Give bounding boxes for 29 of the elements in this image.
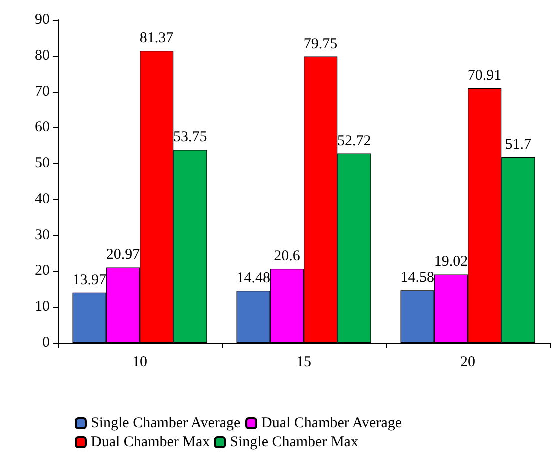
data-label: 13.97 — [72, 272, 107, 288]
data-label: 52.72 — [338, 133, 372, 150]
x-tick-label: 10 — [132, 354, 148, 370]
y-tick-label: 0 — [42, 335, 50, 351]
legend-label: Dual Chamber Average — [262, 416, 402, 432]
data-label: 14.58 — [400, 270, 434, 286]
y-tick-label: 80 — [35, 48, 50, 64]
x-tick-label: 20 — [460, 354, 476, 370]
x-tick-label: 15 — [296, 354, 312, 370]
data-label: 20.6 — [274, 248, 301, 265]
data-label: 53.75 — [174, 130, 208, 146]
data-label: 51.7 — [505, 136, 532, 153]
y-tick-label: 60 — [35, 120, 50, 136]
data-label: 79.75 — [304, 36, 338, 52]
y-tick-label: 30 — [35, 227, 50, 244]
y-tick-label: 50 — [35, 156, 50, 172]
y-tick-label: 10 — [35, 299, 50, 316]
data-label: 19.02 — [434, 254, 468, 270]
data-label: 70.91 — [468, 68, 502, 84]
legend-label: Single Chamber Max — [230, 434, 359, 450]
y-tick-label: 90 — [35, 12, 50, 28]
data-label: 81.37 — [140, 30, 174, 46]
y-tick-label: 40 — [35, 191, 50, 208]
y-tick-label: 70 — [35, 84, 50, 100]
data-label: 20.97 — [106, 247, 141, 264]
legend-label: Single Chamber Average — [91, 416, 242, 432]
data-label: 14.48 — [236, 270, 270, 287]
legend-label: Dual Chamber Max — [91, 434, 211, 450]
y-tick-label: 20 — [35, 263, 50, 280]
